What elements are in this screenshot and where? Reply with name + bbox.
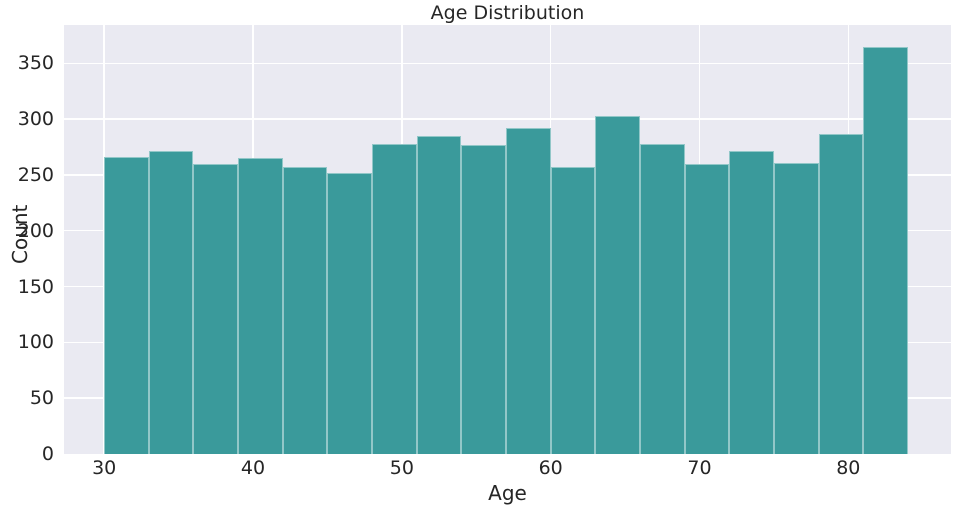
x-gridline <box>103 25 105 454</box>
histogram-bar <box>461 144 506 454</box>
histogram-bar <box>729 151 774 454</box>
x-gridline <box>549 25 552 454</box>
histogram-bar <box>506 128 551 454</box>
histogram-bar <box>148 151 194 454</box>
y-tick-label: 350 <box>17 52 54 75</box>
y-tick-label: 100 <box>17 331 54 354</box>
histogram-bar <box>282 167 328 454</box>
y-tick-label: 200 <box>17 219 54 242</box>
x-tick-label: 30 <box>92 457 117 479</box>
x-tick-label: 60 <box>538 457 563 479</box>
chart-title: Age Distribution <box>430 2 585 24</box>
histogram-bar <box>773 162 819 454</box>
histogram-bar <box>863 46 908 454</box>
x-tick-label: 80 <box>836 457 861 479</box>
histogram-bar <box>639 143 685 454</box>
histogram-bar <box>327 172 373 454</box>
histogram-bar <box>595 115 640 454</box>
histogram-bar <box>372 143 417 454</box>
y-gridline <box>64 118 951 120</box>
x-tick-label: 50 <box>389 457 414 479</box>
x-tick-label: 40 <box>240 457 266 479</box>
y-tick-label: 300 <box>17 108 54 131</box>
histogram-bar <box>684 163 730 454</box>
y-gridline <box>64 62 951 64</box>
y-tick-label: 150 <box>17 275 54 298</box>
histogram-bar <box>238 158 283 454</box>
histogram-bar <box>818 133 864 454</box>
x-tick-label: 70 <box>687 457 712 479</box>
histogram-bar <box>416 135 462 454</box>
y-tick-label: 0 <box>41 443 54 465</box>
plot-area <box>64 25 951 454</box>
y-tick-label: 50 <box>29 387 54 410</box>
y-tick-label: 250 <box>17 163 54 186</box>
histogram-bar <box>193 163 239 454</box>
y-axis-label: Count <box>8 204 32 264</box>
x-axis-label: Age <box>488 481 527 505</box>
histogram-bar <box>550 167 596 454</box>
histogram-bar <box>104 157 149 454</box>
